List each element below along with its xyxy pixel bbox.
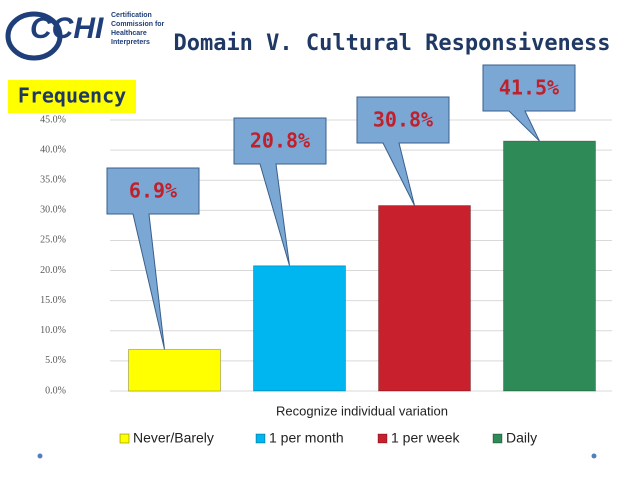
chart-title: Domain V. Cultural Responsiveness — [173, 31, 610, 56]
callout — [356, 96, 450, 206]
value-label: 30.8% — [373, 108, 433, 132]
y-tick-label: 0.0% — [45, 385, 66, 396]
value-label: 20.8% — [250, 129, 310, 153]
callout — [482, 64, 576, 142]
logo: CCHI Certification Commission for Health… — [5, 11, 165, 61]
legend-swatch — [119, 433, 130, 444]
legend-label: Never/Barely — [133, 430, 214, 446]
y-tick-label: 40.0% — [40, 144, 66, 155]
legend-label: 1 per week — [391, 430, 460, 446]
y-tick-label: 10.0% — [40, 325, 66, 336]
legend-swatch — [492, 433, 503, 444]
bar — [128, 348, 221, 392]
legend-swatch — [377, 433, 388, 444]
value-label: 41.5% — [499, 76, 559, 100]
y-label: Frequency — [18, 84, 126, 108]
legend-label: Daily — [506, 430, 537, 446]
slide-dot — [591, 453, 597, 459]
logo-swoosh — [5, 11, 63, 61]
y-tick-label: 25.0% — [40, 235, 66, 246]
y-tick-label: 35.0% — [40, 175, 66, 186]
y-tick-label: 45.0% — [40, 114, 66, 125]
bar — [503, 140, 596, 392]
callout — [106, 167, 200, 350]
y-tick-label: 30.0% — [40, 205, 66, 216]
legend-label: 1 per month — [269, 430, 344, 446]
y-tick-label: 15.0% — [40, 295, 66, 306]
logo-text: Interpreters — [111, 39, 150, 46]
logo-text: Certification — [111, 12, 152, 19]
logo-text: Commission for — [111, 21, 165, 28]
bar — [378, 205, 471, 392]
callout — [233, 117, 327, 266]
y-label-box — [8, 80, 136, 113]
logo-abbr: CCHI — [30, 12, 104, 45]
slide-dot — [37, 453, 43, 459]
y-tick-label: 5.0% — [45, 355, 66, 366]
bar — [253, 265, 346, 392]
legend-swatch — [255, 433, 266, 444]
value-label: 6.9% — [129, 179, 177, 203]
y-tick-label: 20.0% — [40, 265, 66, 276]
x-axis-label: Recognize individual variation — [276, 403, 448, 418]
logo-text: Healthcare — [111, 30, 147, 37]
